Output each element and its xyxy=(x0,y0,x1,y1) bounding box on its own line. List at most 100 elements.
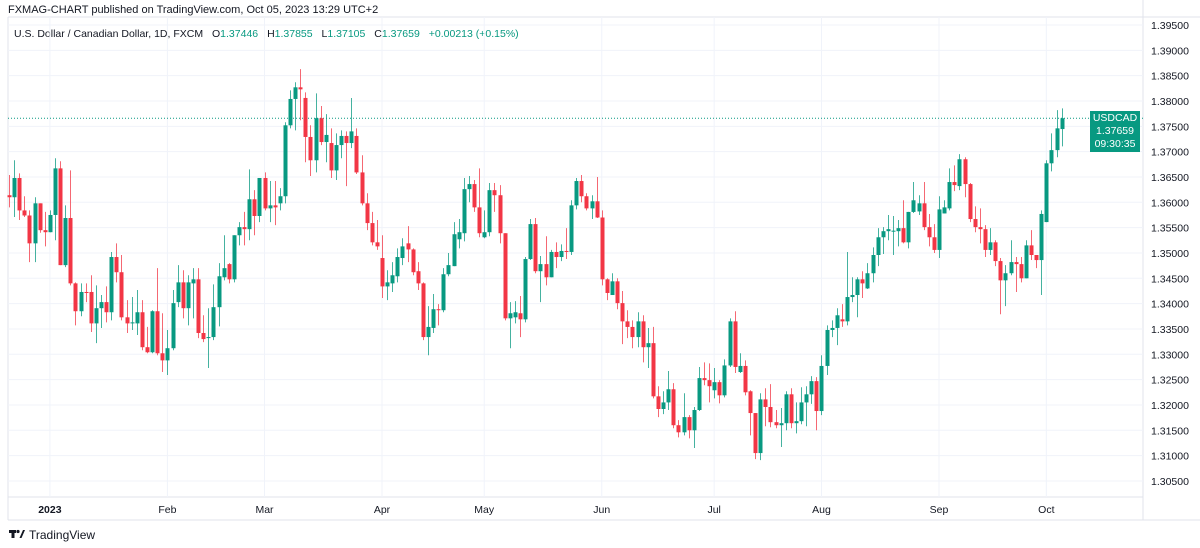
candle xyxy=(380,235,385,299)
candle-body xyxy=(176,282,181,303)
candle-body xyxy=(952,182,957,186)
candle xyxy=(799,387,804,425)
symbol-description: U.S. Dollar / Canadian Dollar, 1D, FXCM xyxy=(14,28,204,40)
candle-body xyxy=(109,257,114,313)
candle xyxy=(666,371,671,411)
candle xyxy=(257,177,262,223)
candle-body xyxy=(114,257,119,273)
candle xyxy=(452,222,457,267)
candle-body xyxy=(155,311,160,354)
candle xyxy=(774,410,779,429)
candle-body xyxy=(140,312,145,348)
price-axis[interactable]: 1.30500 1.31000 1.31500 1.32000 1.32500 1.330… xyxy=(1151,20,1189,488)
candle xyxy=(242,211,247,246)
candle-body xyxy=(702,378,707,381)
candle xyxy=(125,300,130,334)
time-tick-label: Jul xyxy=(707,504,720,516)
tradingview-brand[interactable]: TradingView xyxy=(9,528,95,542)
candle-body xyxy=(467,184,472,190)
price-tick-label: 1.39500 xyxy=(1151,20,1189,32)
candle-body xyxy=(462,189,467,234)
candle xyxy=(63,205,68,268)
candle xyxy=(544,236,549,286)
candle xyxy=(68,170,73,286)
candle-body xyxy=(375,242,380,247)
candle-body xyxy=(523,259,528,320)
candle xyxy=(79,283,84,317)
candle-body xyxy=(431,309,436,328)
candle xyxy=(503,233,508,321)
candle-body xyxy=(406,243,411,250)
candle-body xyxy=(94,308,99,324)
price-tick-label: 1.36000 xyxy=(1151,197,1189,209)
candle xyxy=(263,172,268,211)
candle xyxy=(145,326,150,354)
candle-body xyxy=(237,227,242,236)
candle xyxy=(738,353,743,374)
candle-body xyxy=(288,98,293,126)
candle-body xyxy=(421,283,426,338)
candle xyxy=(968,183,973,223)
candle-body xyxy=(595,201,600,218)
candle-body xyxy=(518,313,523,320)
candle xyxy=(789,388,794,429)
candle-body xyxy=(446,265,451,275)
candle xyxy=(365,193,370,231)
candle-body xyxy=(242,227,247,230)
candle xyxy=(477,168,482,238)
candle-body xyxy=(416,271,421,284)
candle-body xyxy=(370,223,375,243)
candle-body xyxy=(252,199,257,216)
price-tick-label: 1.35500 xyxy=(1151,223,1189,235)
candle-body xyxy=(1034,254,1039,261)
candle-body xyxy=(1009,262,1014,274)
candle-body xyxy=(283,125,288,197)
candle-body xyxy=(835,315,840,328)
candle-body xyxy=(610,281,615,296)
candle-body xyxy=(768,406,773,423)
candle-body xyxy=(508,313,513,319)
price-tick-label: 1.37000 xyxy=(1151,147,1189,159)
candle xyxy=(717,380,722,404)
candle-body xyxy=(891,230,896,232)
candle-body xyxy=(600,217,605,280)
candle xyxy=(906,211,911,249)
candle-body xyxy=(385,282,390,287)
tradingview-logo-icon xyxy=(9,528,25,542)
candle-body xyxy=(748,391,753,414)
candle xyxy=(339,130,344,159)
candle xyxy=(176,265,181,308)
candle xyxy=(53,158,58,241)
candle-body xyxy=(538,264,543,272)
published-caption: FXMAG-CHART published on TradingView.com… xyxy=(8,4,379,16)
candle xyxy=(27,210,32,263)
candle-body xyxy=(779,423,784,426)
candle-body xyxy=(344,135,349,144)
candle xyxy=(860,271,865,299)
candle-body xyxy=(814,381,819,412)
time-axis[interactable]: 2023 Feb Mar Apr May Jun Jul Aug Sep Oct xyxy=(38,504,1054,516)
candle xyxy=(973,206,978,233)
candle-body xyxy=(641,321,646,348)
candle-body xyxy=(487,190,492,233)
candle-body xyxy=(498,195,503,234)
bar-countdown: 09:30:35 xyxy=(1094,138,1136,151)
candle xyxy=(247,169,252,241)
candle-body xyxy=(774,422,779,426)
candle xyxy=(1055,110,1060,158)
candle-body xyxy=(33,203,38,244)
change-value: +0.00213 (+0.15%) xyxy=(428,28,519,40)
candle-body xyxy=(876,237,881,255)
candle xyxy=(600,210,605,286)
candle-body xyxy=(273,205,278,208)
candle xyxy=(334,133,339,181)
candle-body xyxy=(441,274,446,311)
candle-body xyxy=(579,181,584,197)
time-tick-label: Feb xyxy=(158,504,176,516)
candle-body xyxy=(963,159,968,185)
candle-body xyxy=(436,309,441,311)
candle xyxy=(278,188,283,211)
candle-body xyxy=(533,224,538,272)
candle xyxy=(518,296,523,338)
